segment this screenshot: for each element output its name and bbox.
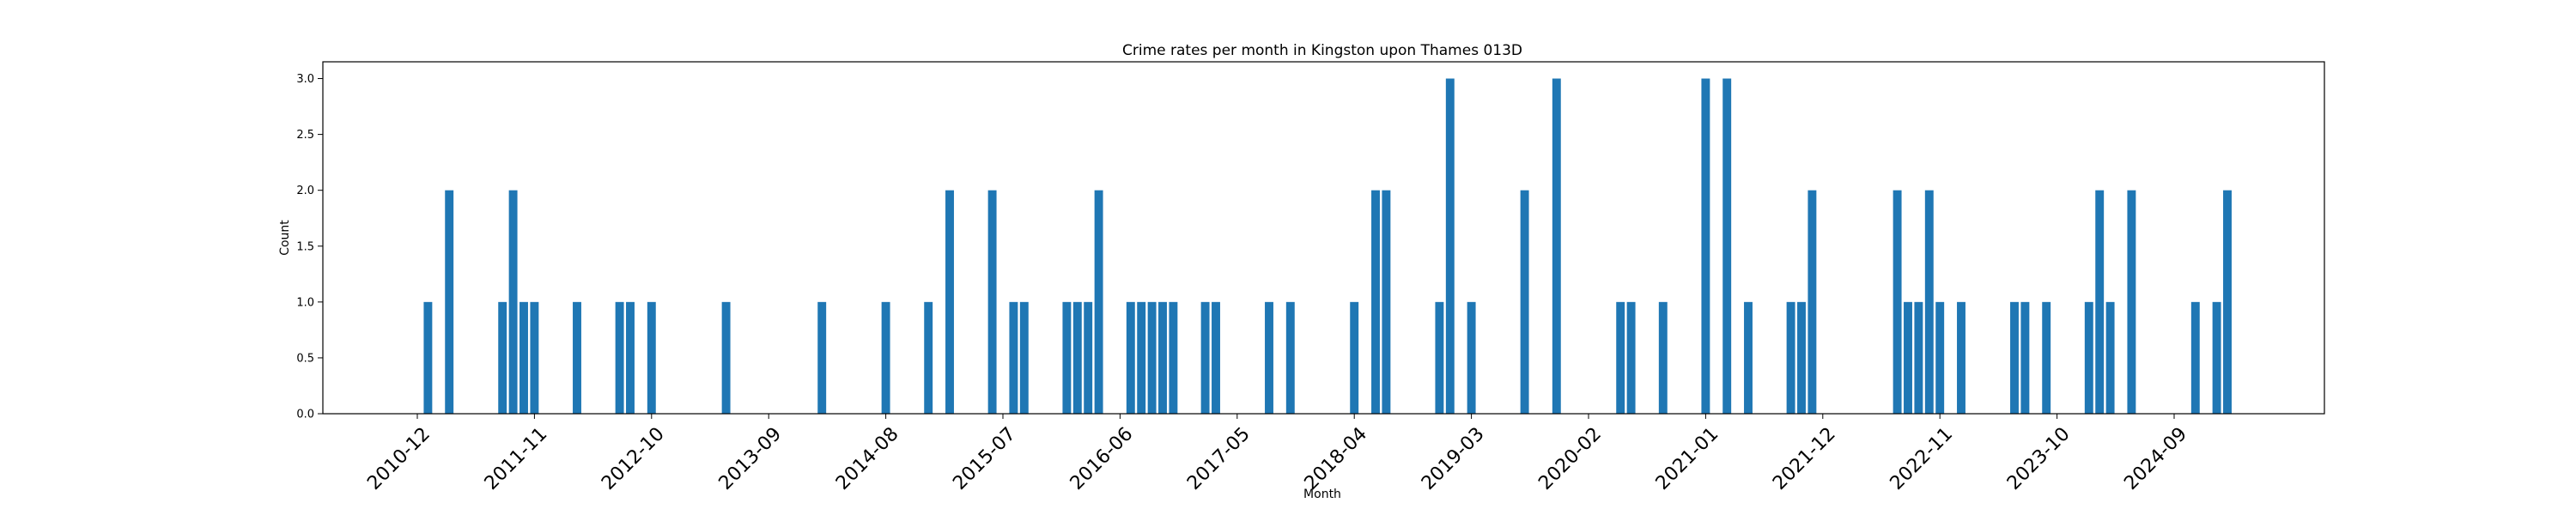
- bar-2019-11: [1552, 78, 1561, 415]
- bars-group: [423, 78, 2232, 415]
- bar-2021-11: [1807, 190, 1817, 414]
- x-tick-label: 2016-06: [1066, 423, 1138, 494]
- bar-2019-08: [1520, 190, 1529, 414]
- bar-2014-08: [881, 301, 890, 414]
- bar-2011-08: [498, 301, 507, 414]
- bar-2021-05: [1744, 301, 1753, 414]
- bar-2011-03: [445, 190, 454, 414]
- y-tick-label: 2.5: [296, 129, 314, 142]
- y-tick-label: 0.5: [296, 352, 314, 365]
- y-tick-label: 3.0: [296, 73, 314, 86]
- bar-2011-10: [519, 301, 528, 414]
- bar-2022-07: [1893, 190, 1902, 414]
- bar-2017-08: [1265, 301, 1273, 414]
- bar-2023-06: [2010, 301, 2019, 414]
- bar-2016-07: [1126, 301, 1135, 414]
- bar-2019-01: [1445, 78, 1455, 415]
- bar-2014-02: [817, 301, 827, 414]
- bar-2022-09: [1914, 301, 1923, 414]
- bar-2020-09: [1658, 301, 1668, 414]
- bar-2015-06: [987, 190, 997, 414]
- bar-2019-03: [1467, 301, 1476, 414]
- bar-2022-11: [1935, 301, 1945, 414]
- x-tick-label: 2018-04: [1301, 423, 1372, 494]
- bar-2016-02: [1072, 301, 1082, 414]
- bar-2021-09: [1786, 301, 1795, 414]
- bar-2024-11: [2190, 301, 2200, 414]
- y-axis: 0.0 0.5 1.0 1.5 2.0 2.5 3.0: [296, 73, 323, 421]
- bar-2018-12: [1435, 301, 1444, 414]
- x-tick-label: 2020-02: [1534, 423, 1606, 494]
- bar-2015-02: [945, 190, 954, 414]
- y-tick-label: 1.0: [296, 296, 314, 309]
- x-tick-label: 2010-12: [363, 423, 434, 494]
- bar-2014-12: [924, 301, 933, 414]
- bar-2021-10: [1797, 301, 1806, 414]
- bar-2017-02: [1200, 301, 1210, 414]
- bar-2011-11: [530, 301, 539, 414]
- bar-2024-02: [2095, 190, 2105, 414]
- x-tick-label: 2021-01: [1652, 423, 1723, 494]
- bar-2023-07: [2020, 301, 2030, 414]
- bar-2012-08: [626, 301, 635, 414]
- bar-2023-01: [1957, 301, 1965, 414]
- bar-2016-11: [1169, 301, 1178, 414]
- bar-2017-10: [1285, 301, 1295, 414]
- bar-2011-01: [423, 301, 433, 414]
- bar-2024-01: [2084, 301, 2093, 414]
- bar-2016-04: [1094, 190, 1103, 414]
- bar-2017-03: [1212, 301, 1220, 414]
- x-tick-label: 2019-03: [1418, 423, 1489, 494]
- bar-2018-07: [1382, 190, 1391, 414]
- bar-2016-01: [1062, 301, 1072, 414]
- bar-2018-06: [1371, 190, 1380, 414]
- bar-2025-02: [2223, 190, 2232, 414]
- bar-2016-03: [1084, 301, 1093, 414]
- bar-2011-09: [508, 190, 518, 414]
- x-tick-label: 2024-09: [2120, 423, 2191, 494]
- x-tick-label: 2011-11: [481, 423, 552, 494]
- bar-2024-05: [2127, 190, 2136, 414]
- y-tick-label: 2.0: [296, 185, 314, 197]
- bar-2021-03: [1722, 78, 1732, 415]
- bar-2024-03: [2105, 301, 2115, 414]
- bar-2015-08: [1009, 301, 1018, 414]
- x-tick-label: 2022-11: [1886, 423, 1958, 494]
- bar-2020-06: [1626, 301, 1636, 414]
- y-axis-label: Count: [278, 220, 292, 256]
- x-tick-label: 2015-07: [949, 423, 1020, 494]
- bar-2012-03: [573, 301, 581, 414]
- bar-2016-08: [1137, 301, 1146, 414]
- y-tick-label: 0.0: [296, 409, 314, 421]
- x-tick-label: 2013-09: [715, 423, 787, 494]
- plot-frame: [322, 61, 2325, 415]
- x-tick-label: 2023-10: [2003, 423, 2075, 494]
- x-axis-label: Month: [1303, 488, 1341, 501]
- bar-2015-09: [1019, 301, 1029, 414]
- bar-2016-10: [1158, 301, 1167, 414]
- bar-2025-01: [2212, 301, 2221, 414]
- bar-2020-05: [1616, 301, 1625, 414]
- bar-2023-09: [2042, 301, 2051, 414]
- bar-2012-07: [615, 301, 624, 414]
- bar-2022-08: [1904, 301, 1912, 414]
- bar-2021-01: [1701, 78, 1710, 415]
- x-tick-label: 2017-05: [1183, 423, 1255, 494]
- x-tick-label: 2021-12: [1769, 423, 1840, 494]
- bar-2012-10: [647, 301, 656, 414]
- bar-2016-09: [1147, 301, 1157, 414]
- chart-title: Crime rates per month in Kingston upon T…: [1122, 42, 1522, 59]
- x-tick-label: 2014-08: [832, 423, 903, 494]
- bar-2022-10: [1924, 190, 1934, 414]
- bar-2013-05: [721, 301, 731, 414]
- y-tick-label: 1.5: [296, 240, 314, 253]
- x-axis: 2010-12 2011-11 2012-10 2013-09 2014-08 2015-…: [363, 414, 2191, 494]
- bar-2018-04: [1350, 301, 1359, 414]
- x-tick-label: 2012-10: [598, 423, 669, 494]
